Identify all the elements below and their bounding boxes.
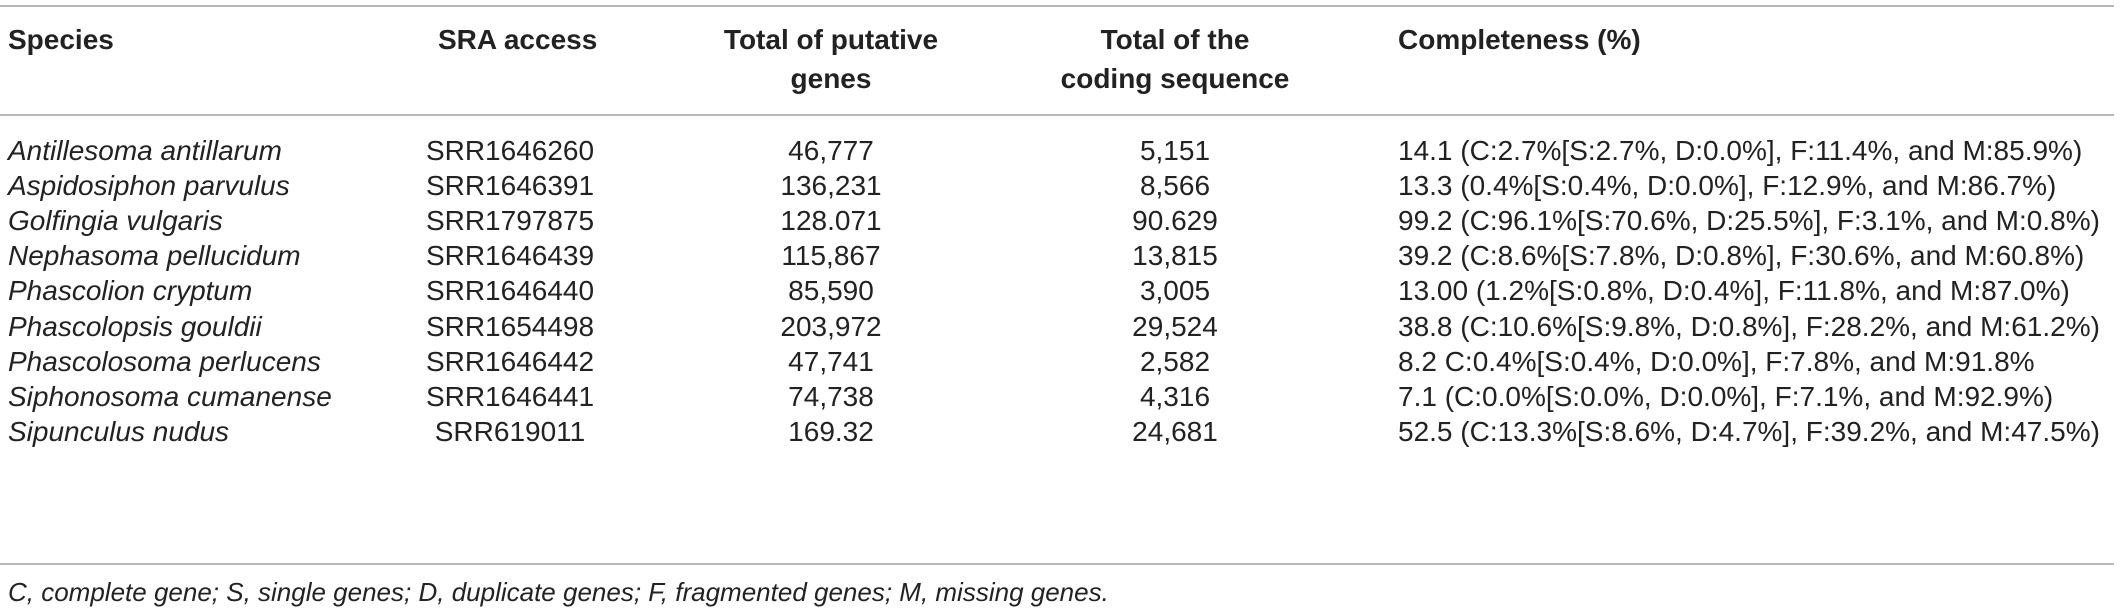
header-sra-access: SRA access bbox=[438, 24, 598, 55]
sra-access-cell: SRR1646260 bbox=[425, 135, 595, 166]
species-cell: Sipunculus nudus bbox=[8, 416, 230, 447]
putative-genes-cell: 128.071 bbox=[780, 205, 882, 236]
header-species: Species bbox=[8, 24, 114, 55]
header-total-putative-genes-line-1: Total of putative bbox=[723, 24, 939, 55]
sra-access-cell: SRR1646439 bbox=[425, 240, 595, 271]
header-total-putative-genes-line-2: genes bbox=[790, 63, 872, 94]
sra-access-cell: SRR1797875 bbox=[425, 205, 595, 236]
coding-sequence-cell: 29,524 bbox=[1132, 311, 1218, 342]
sra-access-cell: SRR1646442 bbox=[425, 346, 595, 377]
completeness-cell: 52.5 (C:13.3%[S:8.6%, D:4.7%], F:39.2%, … bbox=[1398, 416, 2100, 447]
sra-access-cell: SRR619011 bbox=[434, 416, 586, 447]
coding-sequence-cell: 90.629 bbox=[1132, 205, 1218, 236]
completeness-cell: 14.1 (C:2.7%[S:2.7%, D:0.0%], F:11.4%, a… bbox=[1398, 135, 2083, 166]
coding-sequence-cell: 24,681 bbox=[1132, 416, 1218, 447]
table-footnote: C, complete gene; S, single genes; D, du… bbox=[8, 577, 1109, 607]
completeness-cell: 38.8 (C:10.6%[S:9.8%, D:0.8%], F:28.2%, … bbox=[1398, 311, 2100, 342]
putative-genes-cell: 85,590 bbox=[788, 275, 874, 306]
species-cell: Nephasoma pellucidum bbox=[8, 240, 301, 271]
completeness-cell: 13.00 (1.2%[S:0.8%, D:0.4%], F:11.8%, an… bbox=[1398, 275, 2070, 306]
coding-sequence-cell: 2,582 bbox=[1139, 346, 1211, 377]
coding-sequence-cell: 5,151 bbox=[1139, 135, 1211, 166]
putative-genes-cell: 136,231 bbox=[780, 170, 882, 201]
putative-genes-cell: 74,738 bbox=[788, 381, 874, 412]
species-cell: Phascolosoma perlucens bbox=[8, 346, 321, 377]
header-total-coding-sequence: Total of the coding sequence bbox=[1040, 20, 1310, 98]
header-total-putative-genes: Total of putative genes bbox=[696, 20, 966, 98]
table-bottom-rule bbox=[0, 563, 2114, 565]
putative-genes-cell: 169.32 bbox=[788, 416, 874, 447]
species-cell: Siphonosoma cumanense bbox=[8, 381, 332, 412]
sra-access-cell: SRR1646441 bbox=[425, 381, 595, 412]
completeness-cell: 7.1 (C:0.0%[S:0.0%, D:0.0%], F:7.1%, and… bbox=[1398, 381, 2054, 412]
coding-sequence-cell: 3,005 bbox=[1139, 275, 1211, 306]
completeness-cell: 99.2 (C:96.1%[S:70.6%, D:25.5%], F:3.1%,… bbox=[1398, 205, 2100, 236]
header-total-coding-sequence-line-2: coding sequence bbox=[1060, 63, 1290, 94]
header-total-coding-sequence-line-1: Total of the bbox=[1100, 24, 1250, 55]
sra-access-cell: SRR1646391 bbox=[425, 170, 595, 201]
species-cell: Phascolion cryptum bbox=[8, 275, 253, 306]
coding-sequence-cell: 13,815 bbox=[1132, 240, 1218, 271]
species-cell: Golfingia vulgaris bbox=[8, 205, 223, 236]
coding-sequence-cell: 4,316 bbox=[1139, 381, 1211, 412]
putative-genes-cell: 47,741 bbox=[788, 346, 874, 377]
table-header-rule bbox=[0, 114, 2114, 116]
completeness-cell: 39.2 (C:8.6%[S:7.8%, D:0.8%], F:30.6%, a… bbox=[1398, 240, 2085, 271]
putative-genes-cell: 115,867 bbox=[781, 240, 881, 271]
coding-sequence-cell: 8,566 bbox=[1139, 170, 1211, 201]
species-cell: Aspidosiphon parvulus bbox=[8, 170, 290, 201]
putative-genes-cell: 203,972 bbox=[780, 311, 882, 342]
completeness-cell: 8.2 C:0.4%[S:0.4%, D:0.0%], F:7.8%, and … bbox=[1398, 346, 2035, 377]
species-cell: Phascolopsis gouldii bbox=[8, 311, 262, 342]
sra-access-cell: SRR1646440 bbox=[425, 275, 595, 306]
species-cell: Antillesoma antillarum bbox=[8, 135, 282, 166]
putative-genes-cell: 46,777 bbox=[788, 135, 874, 166]
table-top-rule bbox=[0, 5, 2114, 7]
header-completeness: Completeness (%) bbox=[1398, 24, 1641, 55]
sra-access-cell: SRR1654498 bbox=[425, 311, 595, 342]
completeness-cell: 13.3 (0.4%[S:0.4%, D:0.0%], F:12.9%, and… bbox=[1398, 170, 2057, 201]
